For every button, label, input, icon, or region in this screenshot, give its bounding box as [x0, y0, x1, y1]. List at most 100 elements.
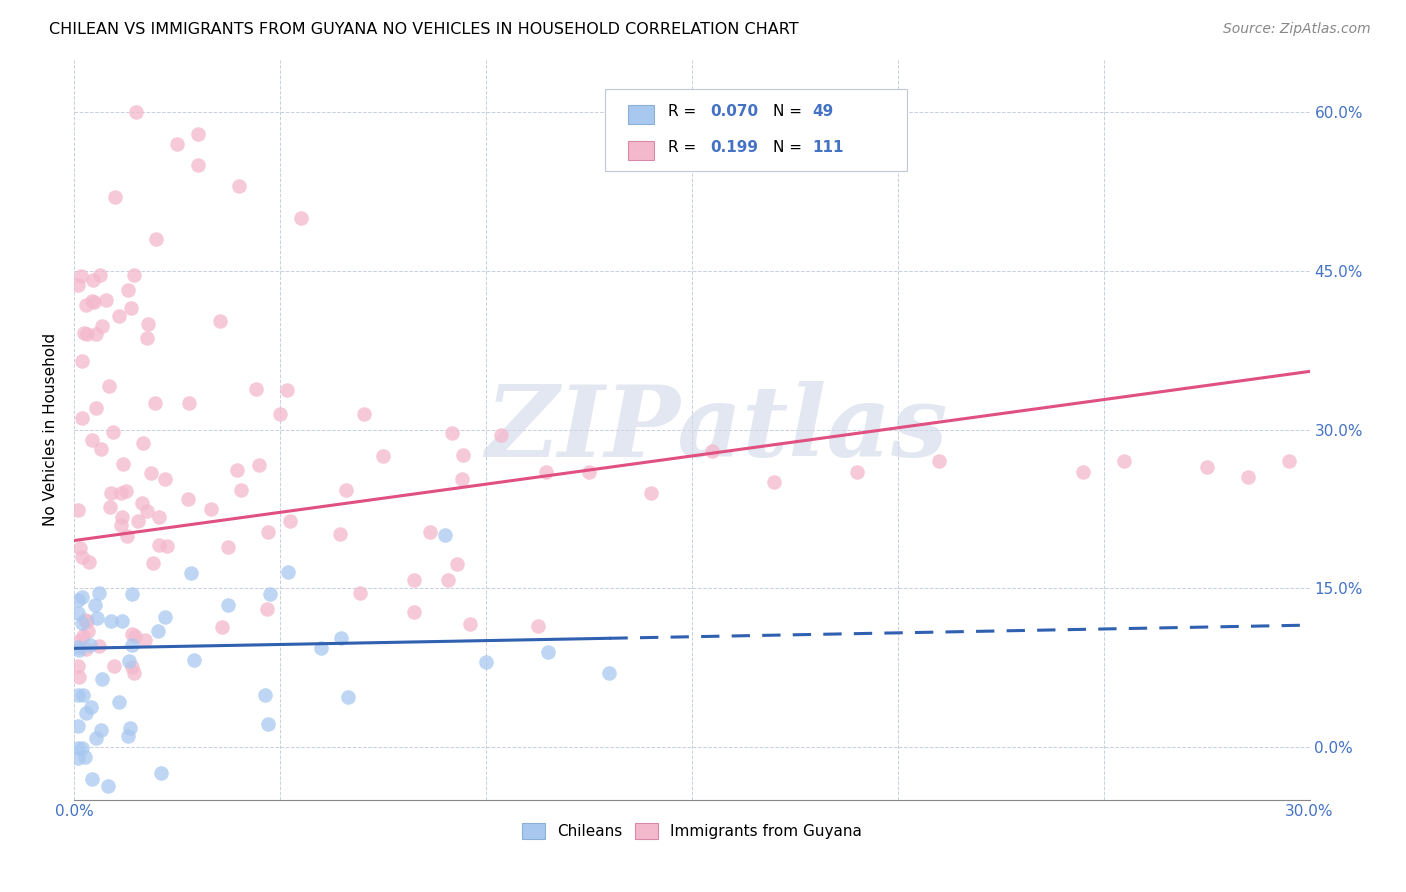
Point [67, 278, 90, 293]
Point [90, 442, 112, 456]
Point [90, 723, 112, 737]
Point [100, 486, 122, 500]
Text: N =: N = [773, 140, 807, 154]
Point [94, 293, 117, 308]
Point [640, 486, 662, 500]
Point [353, 407, 375, 421]
Point [132, 435, 155, 450]
Point [98, 500, 121, 515]
Point [98, 378, 121, 392]
Point [402, 574, 425, 588]
Point [148, 538, 170, 552]
Point [148, 510, 170, 524]
Point [89, 640, 111, 654]
Point [187, 127, 209, 141]
Point [136, 317, 159, 331]
Point [117, 283, 139, 297]
Point [67, 719, 90, 733]
Point [153, 472, 176, 486]
Point [84, 326, 107, 341]
Point [76, 327, 98, 342]
Point [75, 749, 97, 764]
Point [187, 158, 209, 172]
Point [1236, 470, 1258, 484]
Point [763, 475, 786, 490]
Point [67, 607, 90, 621]
Legend: Chileans, Immigrants from Guyana: Chileans, Immigrants from Guyana [516, 817, 868, 845]
Text: ZIPatlas: ZIPatlas [485, 381, 948, 478]
Point [153, 610, 176, 624]
Point [77, 624, 100, 638]
Point [114, 484, 136, 499]
Point [177, 396, 200, 410]
Point [150, 766, 173, 780]
Point [70, 615, 93, 630]
Point [83, 295, 105, 310]
Point [211, 620, 233, 634]
Text: R =: R = [668, 104, 702, 119]
Point [124, 628, 146, 642]
Point [402, 605, 425, 619]
Point [1195, 459, 1218, 474]
Point [76, 614, 98, 628]
Point [125, 105, 148, 120]
Point [247, 458, 270, 473]
Point [336, 690, 359, 704]
Point [277, 565, 299, 579]
Point [269, 407, 291, 421]
Point [111, 510, 134, 524]
Point [72, 629, 94, 643]
Point [118, 654, 141, 668]
Point [89, 268, 111, 283]
Point [290, 211, 312, 226]
Point [72, 688, 94, 702]
Point [122, 268, 145, 283]
Point [845, 465, 868, 479]
Point [253, 688, 276, 702]
Point [451, 448, 474, 462]
Point [143, 396, 166, 410]
Point [458, 616, 481, 631]
Point [110, 517, 132, 532]
Point [84, 731, 107, 746]
Point [231, 483, 253, 498]
Point [67, 593, 90, 607]
Point [103, 659, 125, 673]
Point [156, 539, 179, 553]
Point [534, 465, 557, 479]
Point [136, 504, 159, 518]
Text: CHILEAN VS IMMIGRANTS FROM GUYANA NO VEHICLES IN HOUSEHOLD CORRELATION CHART: CHILEAN VS IMMIGRANTS FROM GUYANA NO VEH… [49, 22, 799, 37]
Point [84, 598, 107, 612]
Point [228, 179, 250, 194]
Point [257, 717, 280, 731]
Point [177, 491, 200, 506]
Point [537, 644, 560, 658]
Point [141, 466, 163, 480]
Point [259, 587, 281, 601]
Point [112, 457, 135, 471]
Point [122, 666, 145, 681]
Point [72, 410, 94, 425]
Text: 111: 111 [813, 140, 844, 154]
Point [702, 443, 724, 458]
Point [72, 326, 94, 341]
Point [90, 672, 112, 686]
Point [1114, 454, 1136, 468]
Point [257, 525, 280, 540]
Point [80, 293, 103, 308]
Point [928, 454, 950, 468]
Point [419, 525, 441, 540]
Point [70, 740, 93, 755]
Point [86, 611, 108, 625]
Point [75, 706, 97, 721]
Point [80, 433, 103, 447]
Point [121, 587, 143, 601]
Point [127, 514, 149, 528]
Point [433, 528, 456, 542]
Point [121, 627, 143, 641]
Point [446, 557, 468, 571]
Point [131, 496, 153, 510]
Point [134, 633, 156, 648]
Point [146, 624, 169, 639]
Point [67, 659, 90, 673]
